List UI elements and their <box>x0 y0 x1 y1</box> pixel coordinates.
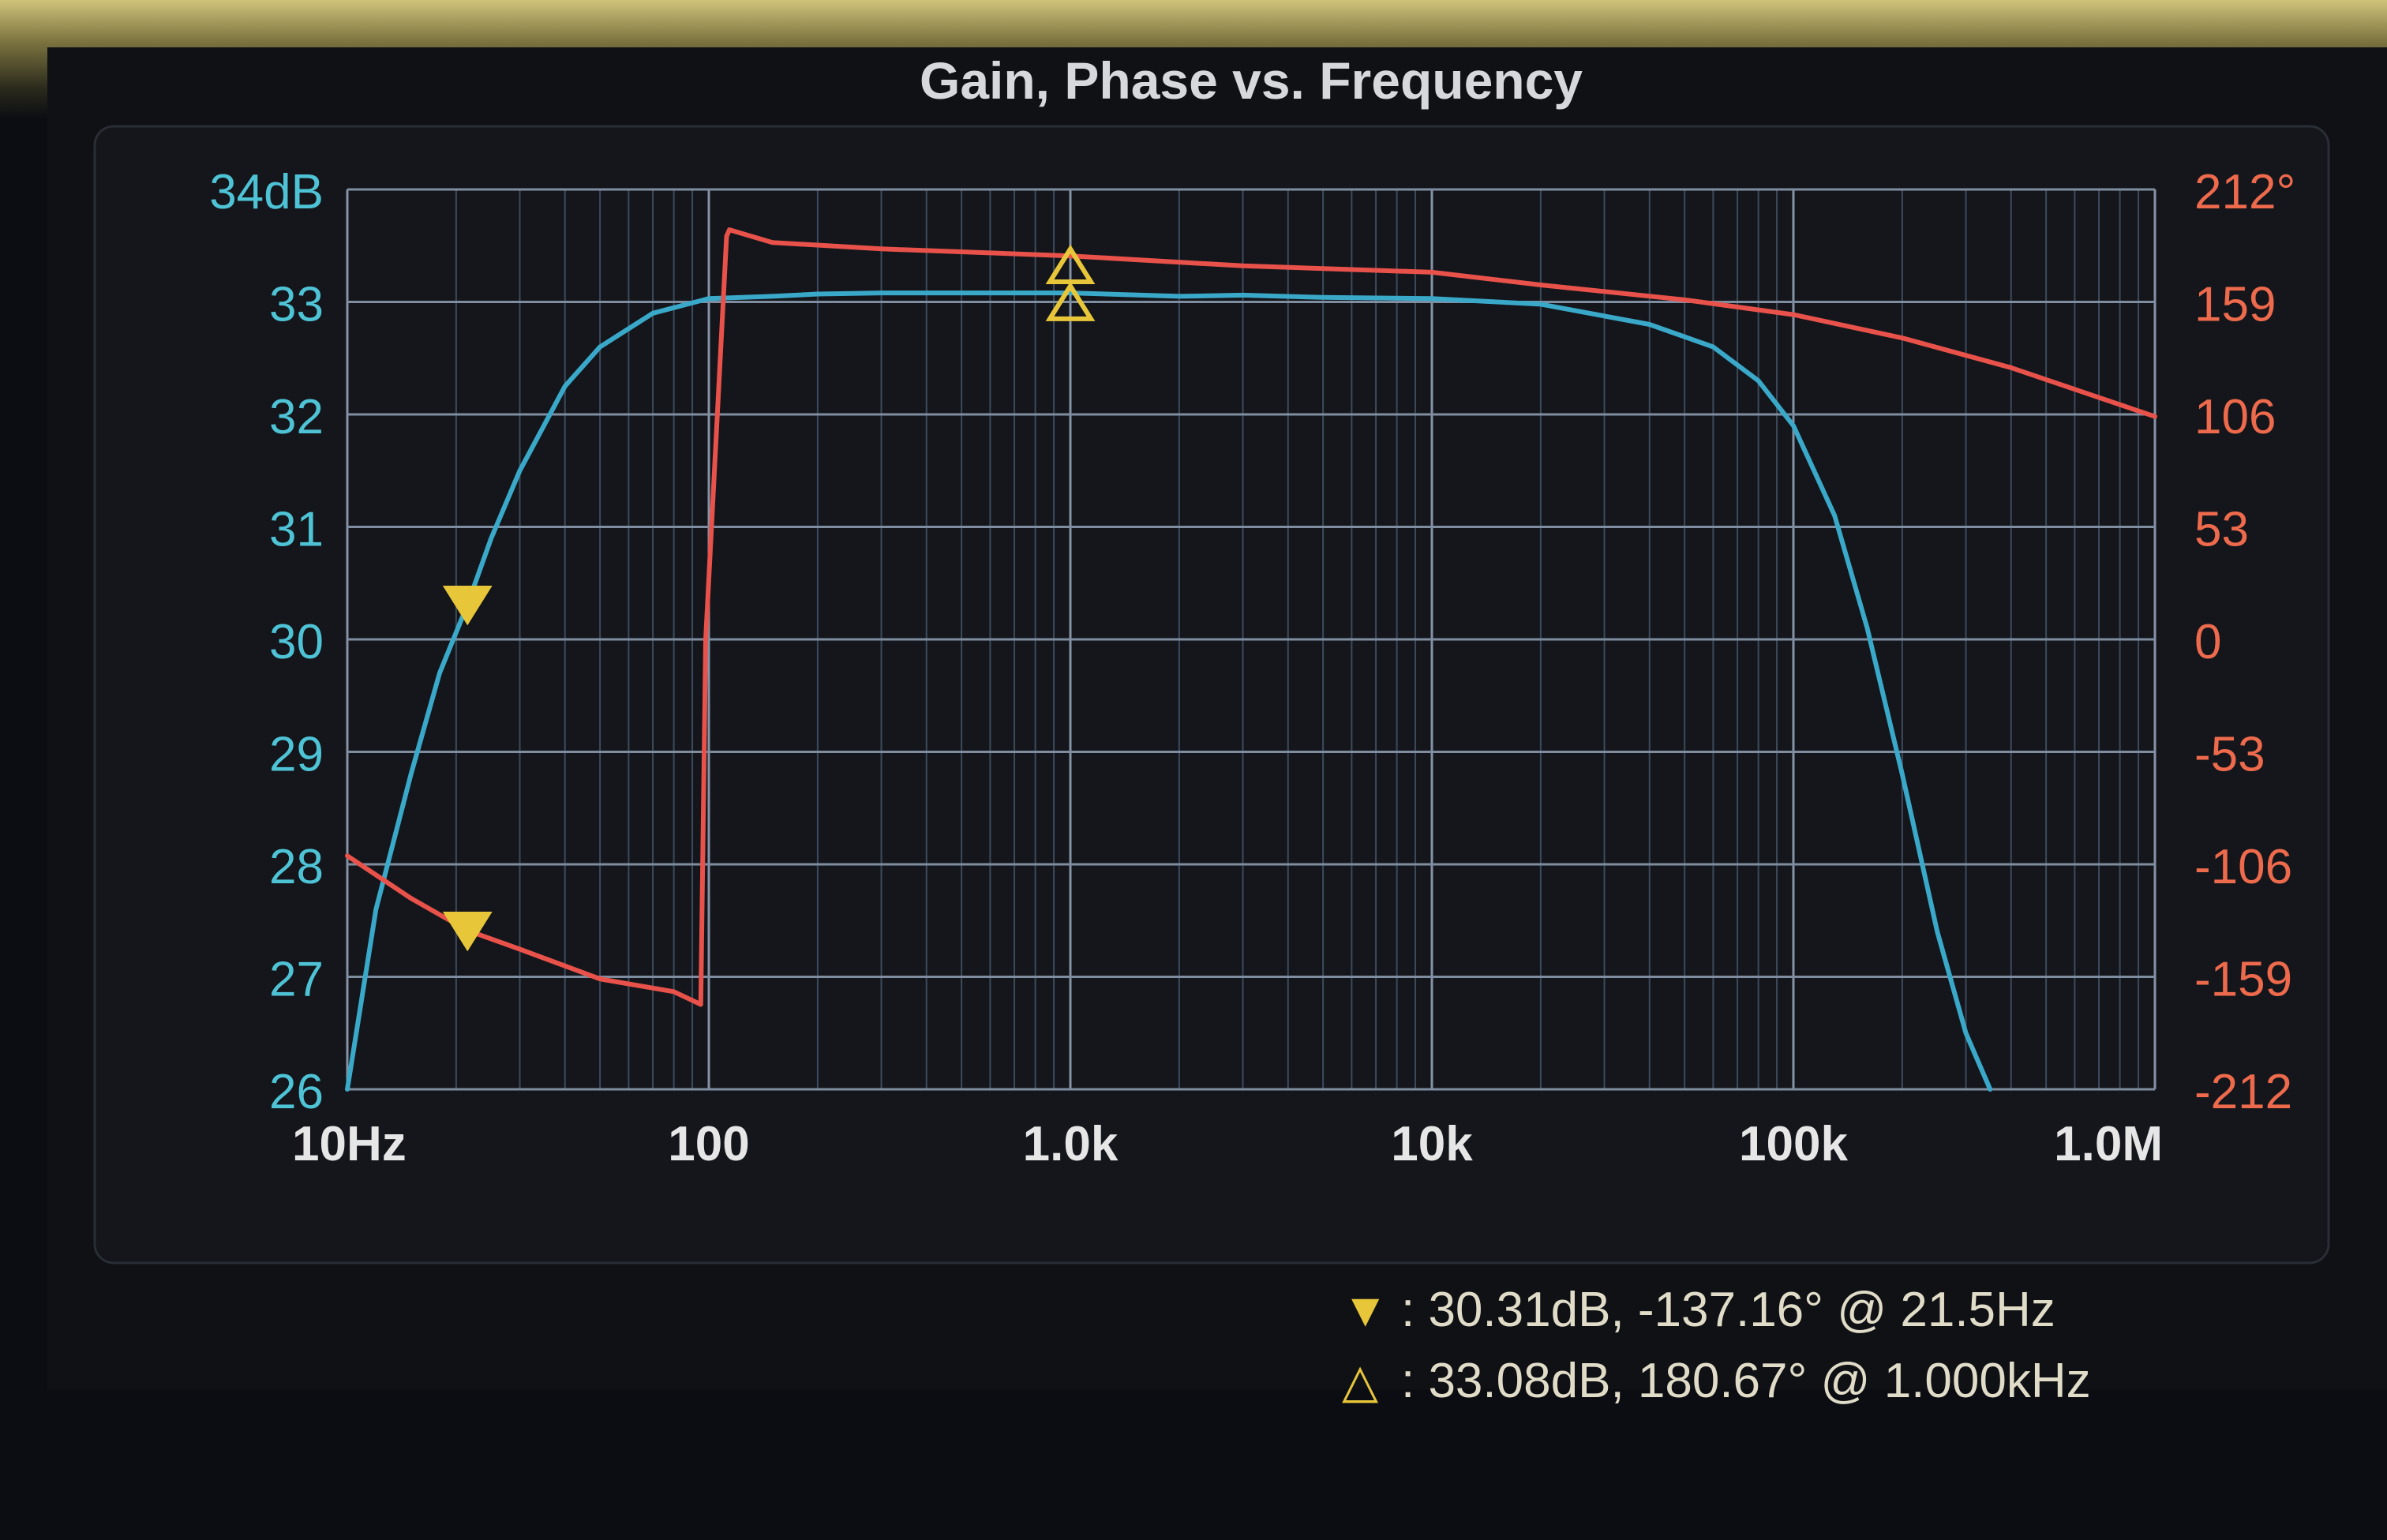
series-line-phase <box>345 227 2157 1007</box>
y-left-tick-label: 30 <box>269 615 324 669</box>
y-left-tick-label: 34dB <box>209 165 324 219</box>
marker-1-gain-triangle <box>442 586 493 626</box>
y-left-tick-label: 29 <box>269 728 324 782</box>
readout-1-symbol: ▼ <box>1342 1283 1388 1336</box>
marker-1-phase-triangle <box>442 911 493 952</box>
readout-1-text: : 30.31dB, -137.16° @ 21.5Hz <box>1401 1283 2055 1337</box>
y-right-tick-label: -106 <box>2194 840 2292 894</box>
y-left-tick-label: 32 <box>269 390 324 444</box>
y-right-tick-label: 212° <box>2194 165 2295 219</box>
y-left-tick-label: 27 <box>269 953 324 1007</box>
x-tick-label: 1.0M <box>2054 1117 2163 1171</box>
y-right-tick-label: -159 <box>2194 953 2292 1007</box>
y-left-tick-label: 26 <box>269 1065 324 1119</box>
y-right-tick-label: -212 <box>2194 1065 2292 1119</box>
x-tick-label: 10k <box>1391 1117 1473 1171</box>
series-line-gain <box>345 290 1993 1092</box>
x-tick-label: 10Hz <box>292 1117 407 1171</box>
y-right-tick-label: 159 <box>2194 278 2276 332</box>
y-right-tick-label: -53 <box>2194 728 2265 782</box>
chart-title: Gain, Phase vs. Frequency <box>920 51 1583 110</box>
x-tick-label: 1.0k <box>1023 1117 1119 1171</box>
label-group: Gain, Phase vs. Frequency 26 27 28 29 30 31 32 3… <box>209 51 2295 1408</box>
marker-group <box>442 244 1096 952</box>
y-right-tick-label: 106 <box>2194 390 2276 444</box>
readout-2-symbol: △ <box>1342 1355 1378 1407</box>
marker-2-gain-triangle <box>1045 281 1096 321</box>
x-tick-label: 100 <box>668 1117 749 1171</box>
y-right-tick-label: 53 <box>2194 503 2249 557</box>
readout-2-text: : 33.08dB, 180.67° @ 1.000kHz <box>1401 1354 2091 1408</box>
y-left-tick-label: 31 <box>269 503 324 557</box>
series-group <box>345 227 2157 1092</box>
x-tick-label: 100k <box>1739 1117 1848 1171</box>
y-left-tick-label: 33 <box>269 278 324 332</box>
grid <box>346 188 2157 1091</box>
y-right-tick-label: 0 <box>2194 615 2221 669</box>
y-left-tick-label: 28 <box>269 840 324 894</box>
marker-2-phase-triangle <box>1045 244 1096 285</box>
